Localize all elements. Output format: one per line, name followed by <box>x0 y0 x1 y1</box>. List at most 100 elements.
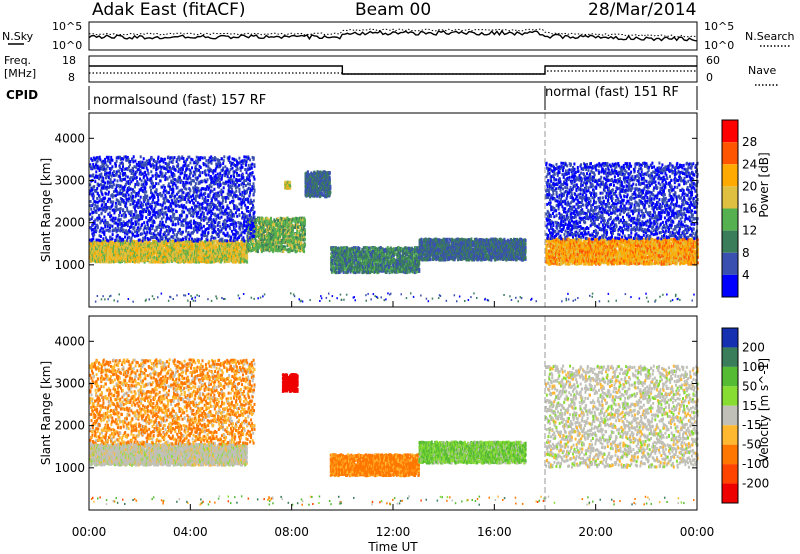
data-cell <box>185 235 188 239</box>
data-cell <box>182 218 185 222</box>
data-cell <box>224 245 227 248</box>
data-cell <box>171 161 174 165</box>
data-cell <box>221 211 224 215</box>
data-cell <box>208 211 211 214</box>
data-cell <box>166 167 169 171</box>
data-cell <box>194 188 197 191</box>
data-cell <box>286 242 289 246</box>
data-cell <box>172 172 175 175</box>
freq-panel: Freq. [MHz] 18 8 60 0 Nave <box>4 54 778 86</box>
data-cell <box>194 199 197 202</box>
data-cell <box>90 174 93 178</box>
data-cell <box>296 222 299 226</box>
data-cell <box>177 155 180 159</box>
data-cell <box>172 177 175 181</box>
data-cell <box>172 236 175 240</box>
data-cell <box>177 258 180 262</box>
data-cell <box>133 230 136 234</box>
data-cell <box>128 197 130 201</box>
data-cell <box>130 191 133 195</box>
data-cell <box>246 250 249 254</box>
data-cell <box>120 179 123 183</box>
data-cell <box>221 201 224 205</box>
data-cell <box>209 243 212 247</box>
data-cell <box>126 206 129 210</box>
data-cell <box>213 239 216 243</box>
data-cell <box>119 162 122 165</box>
data-cell <box>177 240 180 244</box>
data-cell <box>113 253 115 257</box>
data-cell <box>143 251 146 255</box>
data-cell <box>139 195 142 199</box>
data-cell <box>220 193 223 196</box>
data-cell <box>89 218 92 222</box>
data-cell <box>274 220 277 223</box>
data-cell <box>111 237 114 241</box>
data-cell <box>110 247 113 251</box>
data-cell <box>226 180 229 184</box>
data-cell <box>223 182 226 186</box>
data-cell <box>90 157 93 161</box>
data-cell <box>173 259 176 263</box>
data-cell <box>164 205 167 209</box>
data-cell <box>137 190 140 194</box>
data-cell <box>286 225 289 229</box>
data-cell <box>286 218 289 222</box>
data-cell <box>218 174 221 178</box>
data-cell <box>168 237 171 241</box>
data-cell <box>199 208 202 212</box>
data-cell <box>102 237 105 241</box>
data-cell <box>118 256 121 260</box>
data-cell <box>255 230 258 234</box>
data-cell <box>117 226 120 230</box>
data-cell <box>152 181 155 185</box>
data-cell <box>101 250 104 254</box>
data-cell <box>156 226 159 229</box>
data-cell <box>190 223 193 227</box>
data-cell <box>146 159 149 163</box>
data-cell <box>221 173 224 177</box>
data-cell <box>257 246 260 249</box>
data-cell <box>195 245 198 249</box>
data-cell <box>186 181 189 185</box>
data-cell <box>222 181 225 185</box>
data-cell <box>132 155 135 159</box>
data-cell <box>220 228 223 232</box>
data-cell <box>112 183 115 187</box>
data-cell <box>197 237 200 241</box>
data-cell <box>163 157 166 161</box>
data-cell <box>285 234 288 238</box>
data-cell <box>150 177 153 180</box>
data-cell <box>99 239 102 243</box>
data-cell <box>171 259 174 263</box>
data-cell <box>193 160 196 164</box>
data-cell <box>181 195 184 199</box>
data-cell <box>289 246 292 250</box>
data-cell <box>200 212 203 216</box>
data-cell <box>248 220 251 224</box>
data-cell <box>194 172 197 176</box>
data-cell <box>274 244 277 248</box>
data-cell <box>149 251 152 255</box>
data-cell <box>165 220 167 224</box>
data-cell <box>246 254 249 258</box>
data-cell <box>129 238 132 242</box>
data-cell <box>138 238 141 242</box>
data-cell <box>208 208 211 212</box>
data-cell <box>150 156 153 160</box>
data-cell <box>147 257 150 261</box>
data-cell <box>142 197 145 201</box>
data-cell <box>124 174 127 178</box>
data-cell <box>200 193 203 197</box>
data-cell <box>130 198 133 202</box>
data-cell <box>206 212 209 216</box>
data-cell <box>146 202 149 206</box>
data-cell <box>105 167 108 171</box>
data-cell <box>189 207 191 211</box>
data-cell <box>180 179 183 183</box>
data-cell <box>252 239 255 243</box>
data-cell <box>161 172 164 176</box>
data-cell <box>146 194 149 198</box>
data-cell <box>185 206 188 210</box>
data-cell <box>139 162 141 166</box>
